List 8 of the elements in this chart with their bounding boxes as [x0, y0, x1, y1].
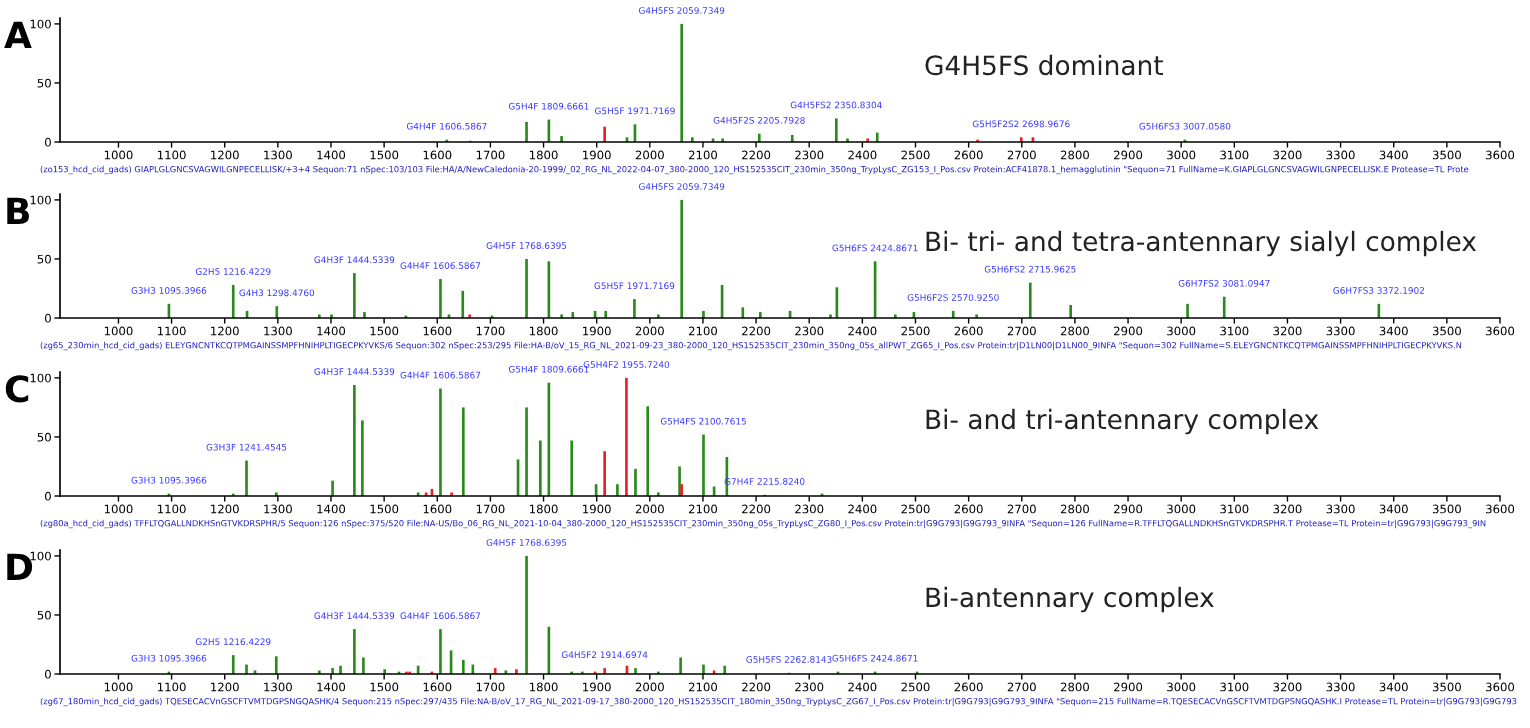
text: D [7, 553, 33, 580]
text: B [7, 197, 29, 224]
text: A [4, 21, 32, 48]
text: G4H5FS dominant [925, 54, 1163, 76]
text: C [5, 375, 29, 403]
text: Bi- tri- and tetra-antennary sialyl complex [926, 230, 1477, 257]
text: Bi- and tri-antennary complex [926, 408, 1319, 435]
text: Bi-antennary complex [926, 586, 1214, 613]
